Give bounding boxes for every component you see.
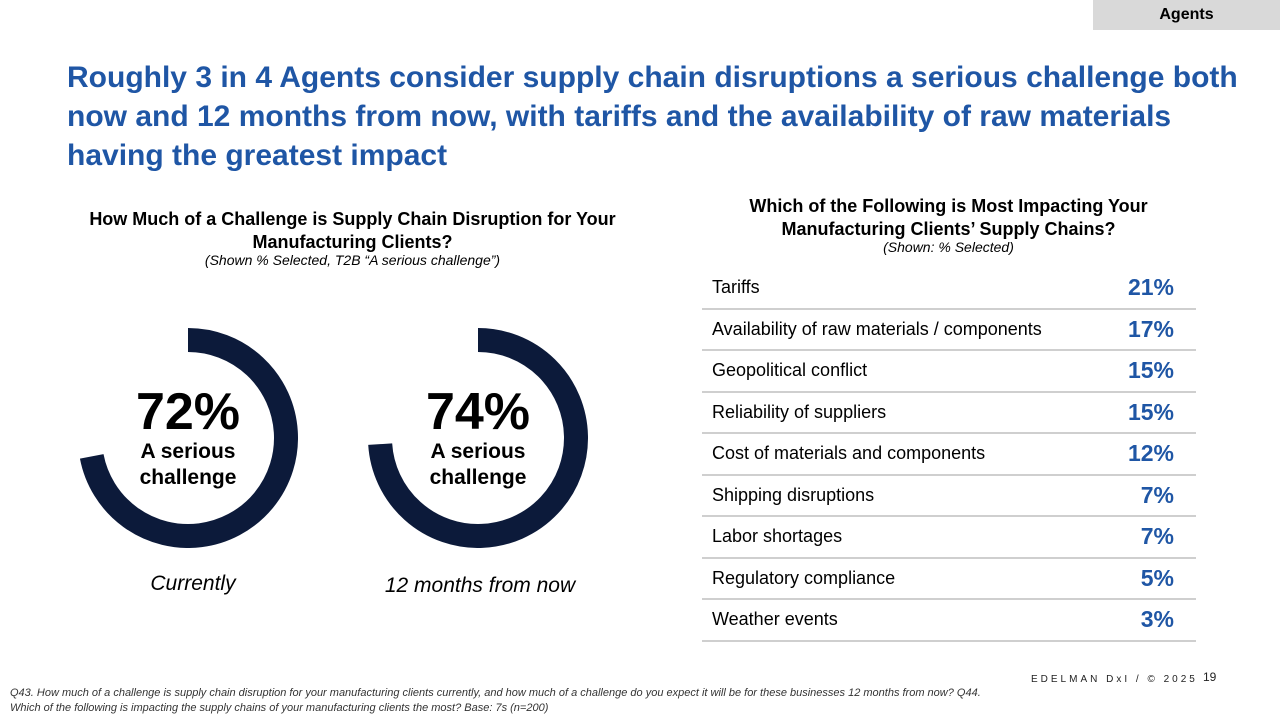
donut-chart-currently: 72% A serious challenge (78, 328, 298, 548)
donut-chart-12-months: 74% A serious challenge (368, 328, 588, 548)
donut-caption-12-months: 12 months from now (384, 574, 576, 597)
row-label: Labor shortages (712, 526, 843, 547)
row-value: 3% (1140, 606, 1174, 633)
row-value: 7% (1140, 523, 1174, 550)
donut-value-currently: 72% (135, 383, 241, 441)
donut-caption-currently: Currently (150, 572, 236, 595)
row-label: Geopolitical conflict (712, 360, 868, 381)
table-row: Cost of materials and components 12% (702, 434, 1196, 476)
left-chart-subtitle: (Shown % Selected, T2B “A serious challe… (204, 252, 501, 268)
row-value: 17% (1127, 315, 1174, 342)
page-title: Roughly 3 in 4 Agents consider supply ch… (67, 61, 1238, 172)
row-label: Weather events (712, 609, 838, 630)
brand-mark: EDELMAN DxI / © 2025 (1031, 674, 1198, 685)
row-label: Cost of materials and components (712, 443, 986, 464)
donut-value-12-months: 74% (425, 383, 531, 441)
row-label: Tariffs (712, 277, 760, 298)
donut-label-12-months: A serious challenge (429, 440, 527, 489)
table-row: Reliability of suppliers 15% (702, 393, 1196, 434)
row-value: 7% (1140, 481, 1174, 508)
row-label: Shipping disruptions (712, 484, 875, 505)
row-label: Reliability of suppliers (712, 401, 887, 422)
table-row: Shipping disruptions 7% (702, 476, 1196, 517)
row-value: 15% (1127, 398, 1174, 425)
donut-svg (368, 328, 588, 548)
section-tag: Agents (1093, 0, 1280, 30)
table-row: Tariffs 21% (702, 268, 1196, 310)
table-row: Availability of raw materials / componen… (702, 310, 1196, 351)
donut-arc-currently (79, 328, 298, 548)
left-chart-title: How Much of a Challenge is Supply Chain … (89, 209, 616, 252)
right-chart-title: Which of the Following is Most Impacting… (749, 196, 1148, 239)
table-row: Labor shortages 7% (702, 517, 1196, 559)
row-value: 21% (1127, 274, 1174, 301)
table-row: Geopolitical conflict 15% (702, 351, 1196, 393)
table-row: Regulatory compliance 5% (702, 559, 1196, 600)
donut-label-currently: A serious challenge (139, 440, 237, 489)
row-value: 12% (1127, 440, 1174, 467)
donut-svg (79, 328, 298, 548)
impact-table: Tariffs 21% Availability of raw material… (702, 268, 1196, 642)
row-value: 15% (1127, 357, 1174, 384)
footnote: Q43. How much of a challenge is supply c… (10, 687, 981, 714)
row-label: Regulatory compliance (712, 567, 896, 588)
table-row: Weather events 3% (702, 600, 1196, 642)
donut-arc-12-months (368, 328, 588, 548)
row-value: 5% (1140, 564, 1174, 591)
row-label: Availability of raw materials / componen… (712, 318, 1042, 339)
right-chart-subtitle: (Shown: % Selected) (883, 239, 1014, 255)
page-number: 19 (1203, 670, 1217, 684)
